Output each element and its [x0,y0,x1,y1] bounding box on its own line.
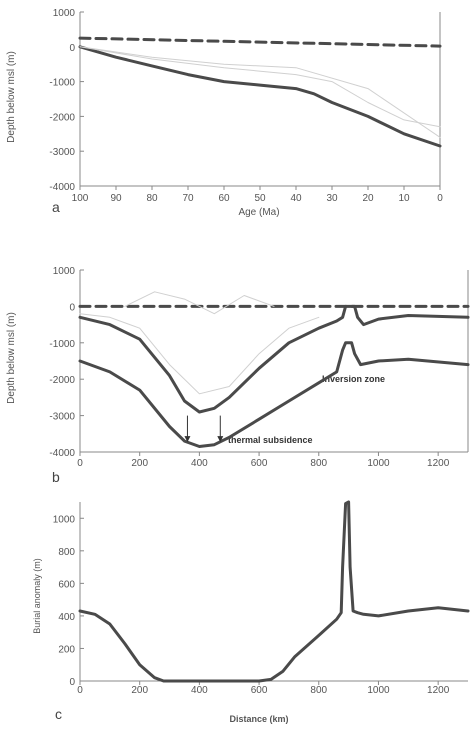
x-tick-label-c: 600 [251,685,268,696]
series-line-b-light [124,291,275,315]
y-tick-label-c: 0 [69,677,75,688]
y-tick-label-a: 1000 [53,8,76,19]
x-tick-label-a: 60 [218,193,230,204]
x-tick-label-a: 70 [182,193,194,204]
y-tick-label-c: 1000 [53,514,76,525]
series-line-b-thick [78,304,470,414]
x-tick-label-c: 1000 [367,685,390,696]
y-axis-label-b: Depth below msl (m) [6,312,17,404]
series-line-a-light [79,46,441,128]
y-tick-label-b: 0 [69,302,75,313]
y-tick-label-a: -3000 [49,147,75,158]
x-tick-label-c: 0 [77,685,83,696]
x-tick-label-a: 100 [72,193,89,204]
y-tick-label-c: 400 [58,612,75,623]
x-tick-label-b: 400 [191,458,208,469]
y-tick-label-a: -4000 [49,182,75,193]
panel-c: Burial anomaly (m) Distance (km) c 0 200 4… [32,500,470,724]
x-tick-label-c: 800 [310,685,327,696]
series-line-b-light [79,313,320,395]
x-axis-label-a: Age (Ma) [238,207,279,218]
series-line-a-light [79,46,441,138]
x-axis-label-c: Distance (km) [229,714,288,724]
x-tick-label-c: 1200 [427,685,450,696]
x-tick-label-c: 400 [191,685,208,696]
annotation-thermal-subsidence: thermal subsidence [228,435,313,445]
y-tick-label-b: 1000 [53,266,76,277]
x-tick-label-b: 600 [251,458,268,469]
y-axis-label-c: Burial anomaly (m) [32,558,42,634]
series-line-a-thick [78,45,442,148]
y-tick-label-b: -4000 [49,448,75,459]
panel-b: Depth below msl (m) Inversion zone therm… [6,266,470,485]
x-tick-label-a: 50 [254,193,266,204]
x-tick-label-a: 0 [437,193,443,204]
y-tick-label-a: 0 [69,43,75,54]
panel-a: Depth below msl (m) Age (Ma) a 10000-100… [6,8,443,218]
y-tick-label-c: 200 [58,644,75,655]
x-tick-label-b: 1200 [427,458,450,469]
panel-letter-b: b [52,469,60,485]
y-tick-label-b: -1000 [49,339,75,350]
y-axis-label-a: Depth below msl (m) [6,51,17,143]
x-tick-label-b: 800 [310,458,327,469]
y-tick-label-c: 600 [58,579,75,590]
series-line-b-thick [78,341,470,448]
x-tick-label-b: 0 [77,458,83,469]
subsidence-arrow-head [217,436,224,443]
panel-letter-a: a [52,199,60,215]
x-tick-label-b: 1000 [367,458,390,469]
x-tick-label-a: 10 [398,193,410,204]
series-line-a-dashed [78,36,442,48]
x-tick-label-a: 30 [326,193,338,204]
panel-letter-c: c [55,706,62,722]
x-tick-label-a: 40 [290,193,302,204]
y-tick-label-c: 800 [58,547,75,558]
subsidence-arrow-head [184,436,191,443]
annotation-inversion-zone: Inversion zone [322,374,385,384]
y-tick-label-b: -3000 [49,412,75,423]
x-tick-label-a: 80 [146,193,158,204]
x-tick-label-c: 200 [131,685,148,696]
series-line-c-thick [78,500,470,683]
x-tick-label-a: 90 [110,193,122,204]
y-tick-label-a: -1000 [49,78,75,89]
x-tick-label-a: 20 [362,193,374,204]
x-tick-label-b: 200 [131,458,148,469]
y-tick-label-a: -2000 [49,112,75,123]
y-tick-label-b: -2000 [49,375,75,386]
